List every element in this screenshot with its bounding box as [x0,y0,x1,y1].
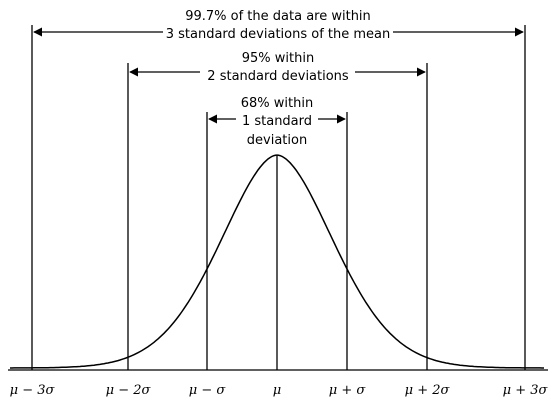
x-label: μ + σ [329,383,367,398]
annotation: 68% within [241,96,313,111]
annotation: 2 standard deviations [207,69,349,84]
x-label: μ − 3σ [10,383,56,398]
curve [10,154,544,369]
annotation: deviation [247,133,307,148]
x-label: μ − σ [189,383,227,398]
x-label: μ + 3σ [503,383,549,398]
x-label: μ [273,383,281,398]
annotation: 95% within [242,51,314,66]
x-label: μ + 2σ [405,383,451,398]
annotation: 3 standard deviations of the mean [166,27,391,42]
annotation: 99.7% of the data are within [185,9,371,24]
x-label: μ − 2σ [106,383,152,398]
annotation: 1 standard [242,114,312,129]
